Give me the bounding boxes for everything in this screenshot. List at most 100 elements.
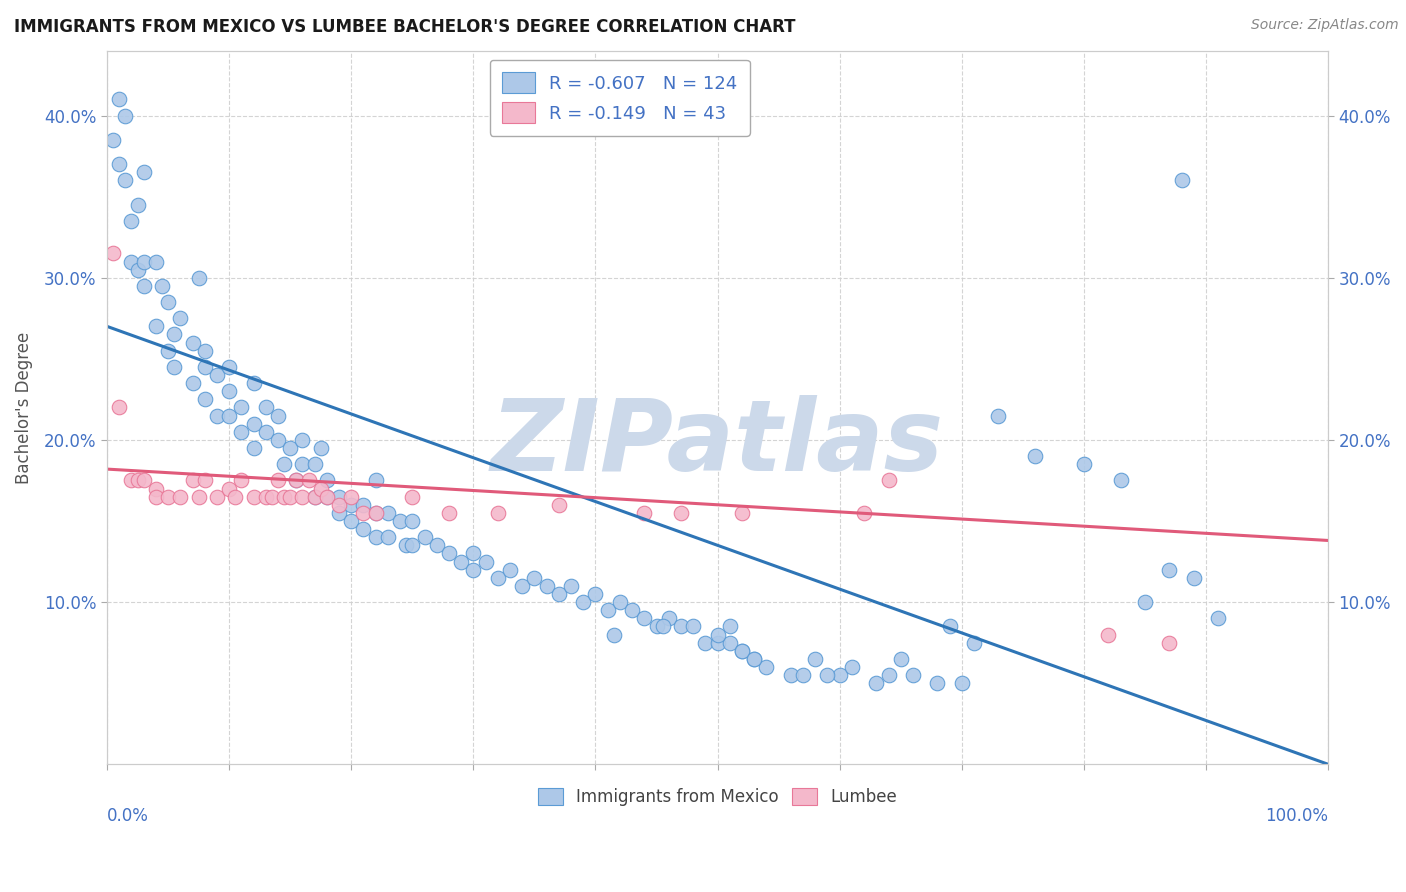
Point: [669, 506, 692, 520]
Point: [145, 482, 167, 496]
Point: [291, 433, 314, 447]
Point: [463, 546, 485, 560]
Point: [437, 546, 460, 560]
Point: [450, 555, 472, 569]
Point: [352, 498, 374, 512]
Point: [273, 490, 295, 504]
Point: [315, 474, 337, 488]
Point: [853, 506, 876, 520]
Point: [596, 603, 619, 617]
Point: [163, 327, 186, 342]
Point: [108, 157, 131, 171]
Point: [254, 401, 277, 415]
Point: [364, 530, 387, 544]
Point: [285, 474, 308, 488]
Text: IMMIGRANTS FROM MEXICO VS LUMBEE BACHELOR'S DEGREE CORRELATION CHART: IMMIGRANTS FROM MEXICO VS LUMBEE BACHELO…: [14, 18, 796, 36]
Point: [474, 555, 496, 569]
Point: [278, 490, 301, 504]
Point: [1133, 595, 1156, 609]
Point: [389, 514, 412, 528]
Text: Source: ZipAtlas.com: Source: ZipAtlas.com: [1251, 18, 1399, 32]
Point: [927, 676, 949, 690]
Point: [340, 490, 363, 504]
Point: [645, 619, 668, 633]
Point: [132, 474, 155, 488]
Point: [413, 530, 436, 544]
Point: [609, 595, 631, 609]
Point: [718, 619, 741, 633]
Point: [242, 441, 264, 455]
Point: [779, 668, 801, 682]
Point: [297, 474, 319, 488]
Point: [273, 457, 295, 471]
Point: [364, 506, 387, 520]
Point: [242, 490, 264, 504]
Point: [132, 278, 155, 293]
Point: [205, 409, 228, 423]
Point: [742, 652, 765, 666]
Point: [157, 490, 180, 504]
Point: [865, 676, 887, 690]
Point: [987, 409, 1010, 423]
Point: [254, 490, 277, 504]
Point: [755, 660, 778, 674]
Point: [1159, 563, 1181, 577]
Point: [682, 619, 704, 633]
Point: [231, 401, 253, 415]
Text: 100.0%: 100.0%: [1265, 807, 1329, 825]
Point: [231, 425, 253, 439]
Point: [304, 490, 326, 504]
Y-axis label: Bachelor's Degree: Bachelor's Degree: [15, 331, 32, 483]
Point: [328, 490, 350, 504]
Point: [205, 368, 228, 382]
Point: [101, 133, 124, 147]
Point: [224, 490, 246, 504]
Point: [401, 514, 423, 528]
Point: [169, 311, 191, 326]
Point: [731, 506, 754, 520]
Point: [181, 474, 204, 488]
Point: [841, 660, 863, 674]
Point: [114, 173, 136, 187]
Point: [395, 538, 418, 552]
Point: [127, 198, 149, 212]
Point: [218, 482, 240, 496]
Point: [285, 474, 308, 488]
Point: [669, 619, 692, 633]
Point: [437, 506, 460, 520]
Point: [1073, 457, 1095, 471]
Point: [150, 278, 173, 293]
Point: [309, 482, 332, 496]
Point: [963, 635, 986, 649]
Point: [510, 579, 533, 593]
Point: [706, 635, 728, 649]
Point: [304, 457, 326, 471]
Point: [181, 376, 204, 391]
Point: [278, 441, 301, 455]
Point: [817, 668, 839, 682]
Point: [499, 563, 522, 577]
Point: [706, 627, 728, 641]
Point: [1024, 449, 1046, 463]
Point: [218, 359, 240, 374]
Point: [242, 417, 264, 431]
Point: [877, 668, 900, 682]
Point: [187, 490, 209, 504]
Point: [731, 644, 754, 658]
Point: [463, 563, 485, 577]
Point: [157, 343, 180, 358]
Point: [633, 506, 655, 520]
Point: [132, 254, 155, 268]
Point: [938, 619, 960, 633]
Point: [621, 603, 644, 617]
Point: [695, 635, 717, 649]
Point: [547, 587, 569, 601]
Point: [218, 384, 240, 399]
Point: [742, 652, 765, 666]
Point: [315, 490, 337, 504]
Point: [157, 295, 180, 310]
Point: [950, 676, 973, 690]
Point: [792, 668, 814, 682]
Point: [114, 109, 136, 123]
Point: [901, 668, 924, 682]
